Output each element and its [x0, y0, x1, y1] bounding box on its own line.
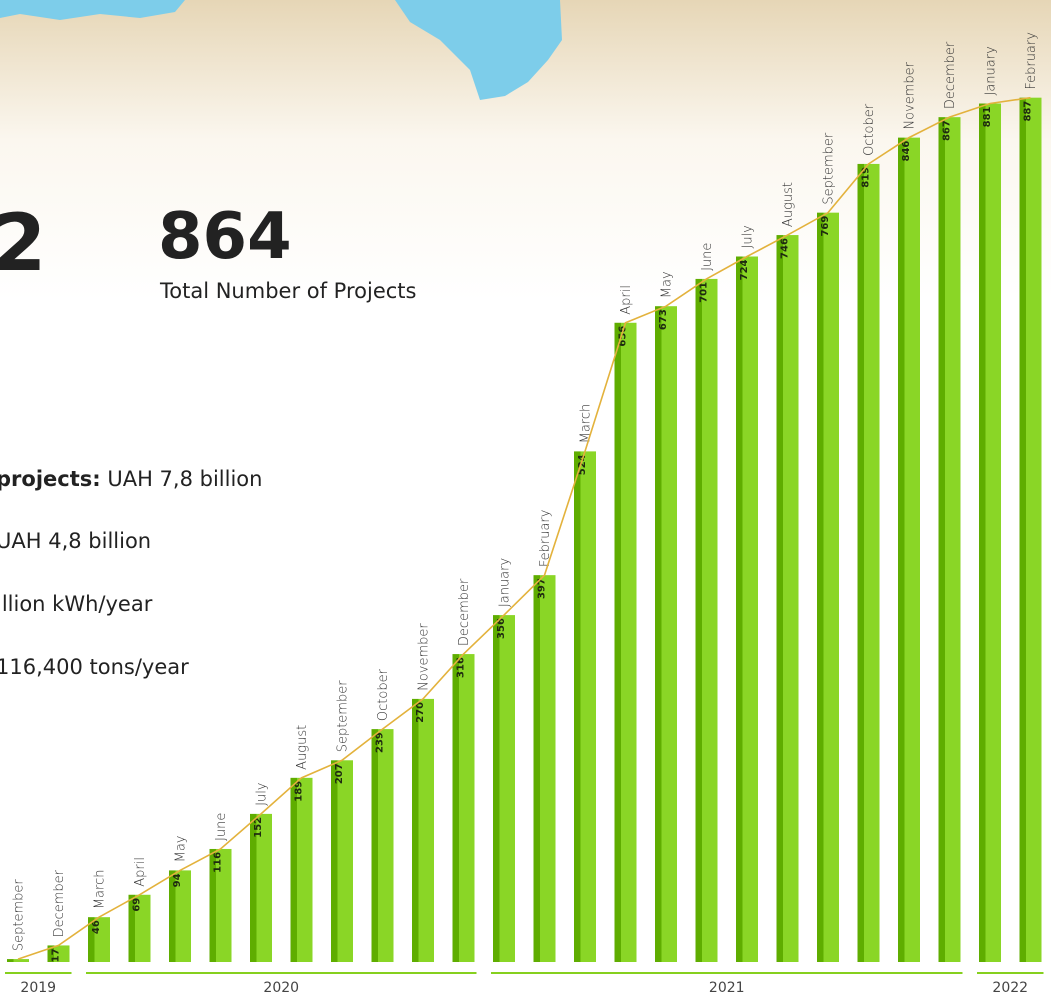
value-label: 673	[658, 309, 669, 330]
bar	[736, 257, 758, 962]
year-label: 2020	[263, 980, 299, 996]
bar	[412, 699, 434, 962]
category-label: March	[579, 404, 594, 444]
year-label: 2022	[992, 980, 1028, 996]
background	[0, 0, 1051, 999]
category-label: April	[133, 857, 148, 887]
value-label: 846	[901, 141, 912, 162]
value-label: 701	[699, 282, 710, 303]
value-label: 239	[375, 732, 386, 753]
bar	[858, 164, 880, 962]
bar	[493, 615, 515, 962]
category-label: January	[984, 46, 999, 95]
category-label: December	[457, 578, 472, 646]
category-label: January	[498, 558, 513, 607]
category-label: September	[822, 132, 837, 205]
value-label: 769	[820, 216, 831, 237]
category-label: March	[93, 870, 108, 910]
stat-line: 116,400 tons/year	[0, 655, 189, 679]
category-label: June	[214, 813, 229, 841]
total-number: 864	[158, 200, 292, 274]
value-label: 207	[334, 763, 345, 784]
bar	[696, 279, 718, 962]
value-label: 887	[1023, 101, 1034, 122]
partial-number: 2	[0, 199, 46, 289]
category-label: October	[376, 668, 391, 721]
value-label: 881	[982, 106, 993, 127]
category-label: August	[295, 725, 310, 770]
year-label: 2019	[20, 980, 56, 996]
stat-line: projects: UAH 7,8 billion	[0, 467, 262, 491]
category-label: December	[943, 41, 958, 109]
value-label: 17	[51, 948, 62, 962]
category-label: April	[619, 285, 634, 315]
category-label: December	[52, 869, 67, 937]
bar	[372, 729, 394, 962]
category-label: May	[660, 271, 675, 298]
bar	[331, 760, 353, 962]
total-label: Total Number of Projects	[159, 279, 416, 303]
bar	[979, 104, 1001, 962]
category-label: May	[174, 836, 189, 863]
stat-bold: projects:	[0, 467, 101, 491]
bar	[534, 575, 556, 962]
bar	[817, 213, 839, 962]
category-label: November	[903, 61, 918, 129]
category-label: November	[417, 623, 432, 691]
stat-text: UAH 7,8 billion	[107, 467, 262, 491]
value-label: 819	[861, 167, 872, 188]
bar	[453, 654, 475, 962]
bar	[939, 117, 961, 962]
value-label: 94	[172, 873, 183, 887]
category-label: July	[255, 782, 270, 805]
category-label: September	[336, 680, 351, 753]
value-label: 69	[132, 898, 143, 912]
stat-line: illion kWh/year	[0, 592, 153, 616]
category-label: February	[1024, 32, 1039, 90]
bar	[574, 451, 596, 962]
bar	[7, 959, 29, 962]
stat-line: UAH 4,8 billion	[0, 529, 151, 553]
category-label: September	[12, 879, 27, 952]
category-label: July	[741, 225, 756, 248]
infographic: 2 864 Total Number of Projects projects:…	[0, 0, 1051, 999]
value-label: 270	[415, 702, 426, 723]
category-label: June	[700, 243, 715, 271]
bar	[655, 306, 677, 962]
bar	[898, 138, 920, 962]
bar	[777, 235, 799, 962]
value-label: 746	[780, 238, 791, 259]
bar	[1020, 98, 1042, 962]
category-label: October	[862, 103, 877, 156]
year-label: 2021	[709, 980, 745, 996]
value-label: 867	[942, 120, 953, 141]
bar	[615, 323, 637, 962]
bar	[291, 778, 313, 962]
value-label: 724	[739, 259, 750, 280]
category-label: August	[781, 182, 796, 227]
value-label: 116	[213, 852, 224, 873]
